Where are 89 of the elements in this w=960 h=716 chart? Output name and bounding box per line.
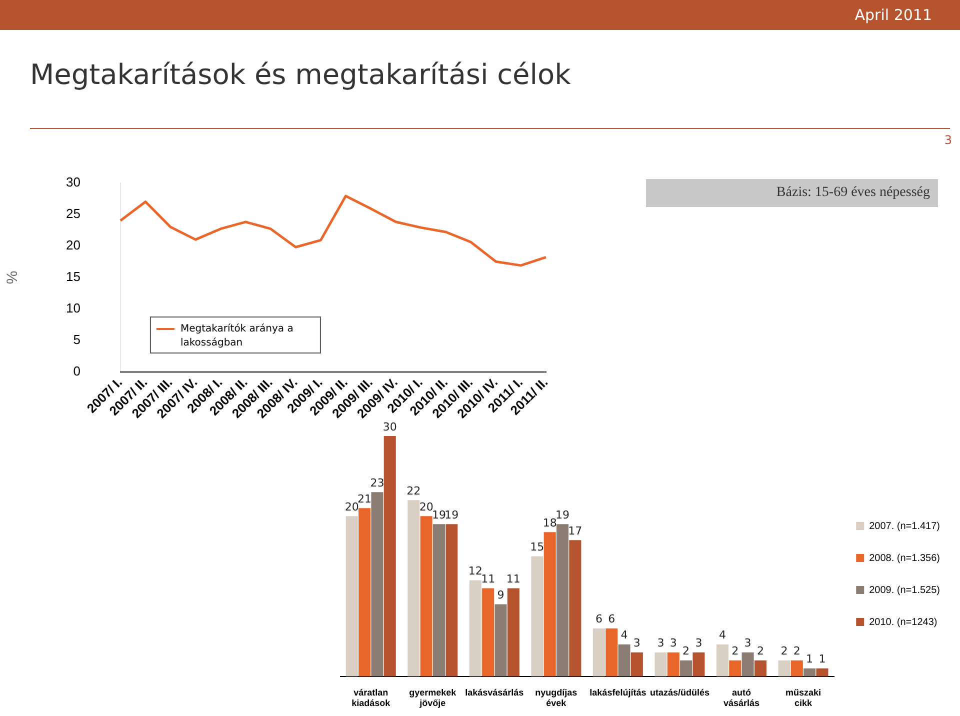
bar — [667, 652, 680, 676]
bar — [482, 588, 494, 676]
bar — [606, 628, 618, 676]
bar — [371, 492, 384, 676]
data-label: 3 — [744, 636, 752, 650]
data-label: 3 — [633, 636, 640, 650]
legend-label: 2010. (n=1243) — [869, 616, 938, 628]
x-tick-label: lakásfelújítás — [590, 687, 646, 698]
y-tick-label: 30 — [66, 174, 80, 190]
legend-label: 2008. (n=1.356) — [869, 552, 940, 564]
bar — [716, 644, 728, 676]
data-label: 19 — [432, 508, 446, 522]
bar — [408, 500, 420, 676]
data-label: 19 — [556, 508, 570, 522]
text: 3 — [944, 133, 952, 147]
bar — [432, 524, 445, 676]
data-label: 20 — [419, 500, 434, 514]
bar — [592, 628, 605, 676]
data-label: 1 — [818, 652, 826, 666]
legend-label: 2007. (n=1.417) — [869, 520, 940, 532]
bar — [754, 660, 766, 676]
data-label: 6 — [608, 612, 616, 626]
y-tick-label: 5 — [73, 332, 80, 348]
bar — [790, 660, 803, 676]
data-label: 2 — [793, 644, 800, 658]
bar — [630, 652, 643, 676]
data-label: 15 — [530, 540, 544, 554]
data-label: 3 — [695, 636, 702, 650]
data-label: 21 — [358, 492, 372, 506]
bar — [680, 660, 692, 676]
bar — [729, 660, 742, 676]
y-tick-label: 0 — [73, 364, 80, 379]
data-label: 9 — [497, 588, 504, 602]
data-label: 20 — [344, 500, 359, 514]
bar — [446, 524, 458, 676]
x-tick-label: utazás/üdülés — [650, 687, 710, 698]
data-label: 11 — [506, 572, 520, 586]
bar — [816, 668, 828, 676]
bar — [618, 644, 630, 676]
data-label: 3 — [670, 636, 677, 650]
bar — [544, 532, 556, 676]
x-tick-label: váratlan kiadások — [352, 687, 392, 708]
text: April 2011 — [854, 6, 932, 24]
data-label: 4 — [620, 628, 628, 642]
data-label: 3 — [657, 636, 664, 650]
data-label: 23 — [370, 476, 384, 490]
y-tick-label: 10 — [66, 300, 80, 316]
legend-label: Megtakarítók aránya a lakosságban — [180, 324, 294, 349]
data-label: 2 — [780, 644, 788, 658]
bar — [778, 660, 790, 676]
data-label: 30 — [382, 420, 397, 434]
data-label: 12 — [468, 564, 482, 578]
data-label: 22 — [406, 484, 421, 498]
legend-label: 2009. (n=1.525) — [869, 584, 940, 596]
y-tick-label: 20 — [66, 237, 80, 252]
text: Bázis: 15-69 éves népesség — [646, 179, 938, 207]
bar — [469, 580, 482, 676]
bar — [507, 588, 520, 676]
data-label: 2 — [682, 644, 690, 658]
bar — [358, 508, 371, 676]
x-tick-label: műszaki cikk — [785, 687, 821, 708]
x-tick-label: autó vásárlás — [723, 687, 760, 708]
bar — [531, 556, 544, 676]
data-label: 6 — [595, 612, 602, 626]
chart-title: Megtakarítások és megtakarítási célok — [30, 58, 571, 91]
data-label: 17 — [568, 524, 582, 538]
y-tick-label: 25 — [66, 206, 80, 221]
bar — [569, 540, 582, 676]
x-tick-label: gyermekek jövője — [409, 687, 458, 708]
bar — [494, 604, 507, 676]
y-tick-label: 15 — [66, 268, 80, 284]
y-axis-title: % — [4, 270, 22, 284]
data-label: 2 — [732, 644, 739, 658]
bar — [556, 524, 569, 676]
data-label: 19 — [444, 508, 459, 522]
bar — [742, 652, 754, 676]
x-tick-label: lakásvásárlás — [465, 687, 524, 698]
x-tick-label: nyugdíjas évek — [535, 687, 578, 708]
data-label: 18 — [542, 516, 557, 530]
bar — [654, 652, 667, 676]
bar — [346, 516, 358, 676]
data-label: 1 — [806, 652, 814, 666]
data-label: 4 — [718, 628, 726, 642]
data-label: 11 — [481, 572, 496, 586]
data-label: 2 — [756, 644, 764, 658]
bar — [420, 516, 432, 676]
bar — [804, 668, 816, 676]
bar — [384, 436, 396, 676]
bar — [692, 652, 705, 676]
